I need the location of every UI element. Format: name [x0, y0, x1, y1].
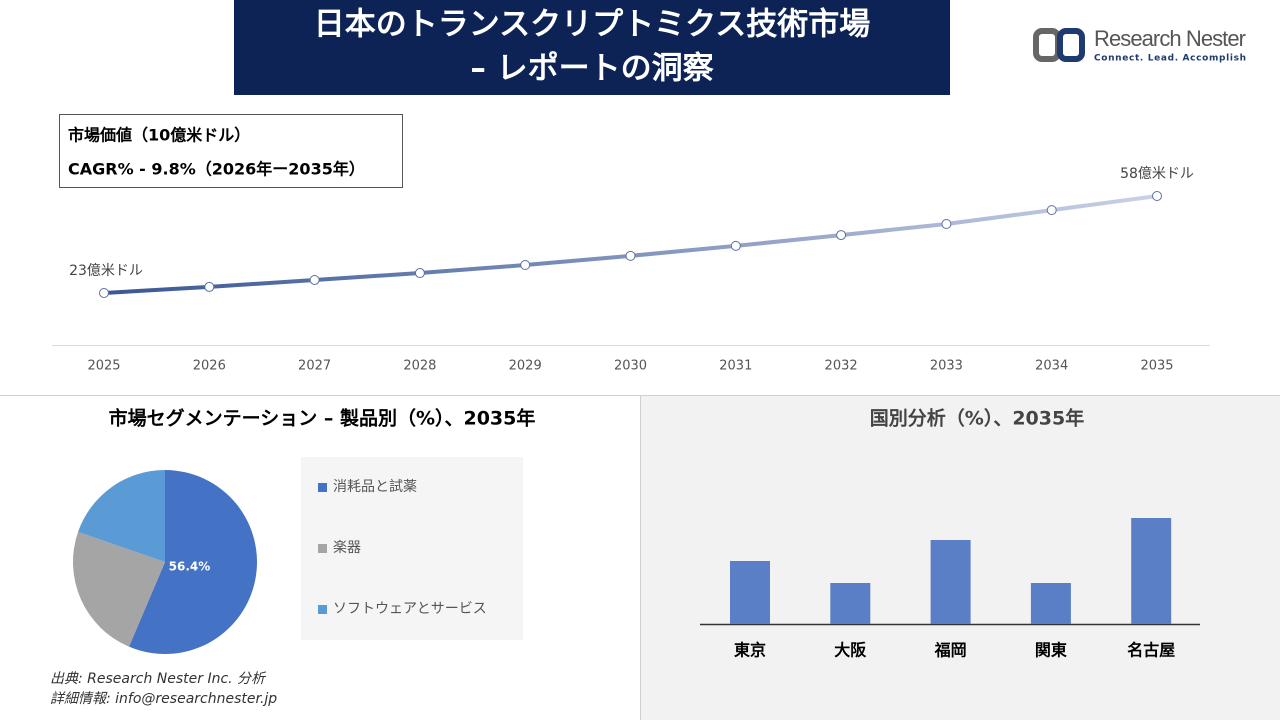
- x-tick-label: 2033: [930, 359, 963, 374]
- x-tick-label: 2034: [1035, 359, 1068, 374]
- x-tick-label: 福岡: [934, 641, 967, 660]
- logo-name: Research Nester: [1094, 26, 1246, 51]
- footer-text: 出典: Research Nester Inc. 分析: [50, 671, 267, 687]
- footer-text: 詳細情報: info@researchnester.jp: [50, 691, 277, 707]
- data-label: 58億米ドル: [1120, 166, 1194, 182]
- point: [1046, 205, 1057, 216]
- bar: [1131, 518, 1172, 624]
- bar: [730, 561, 770, 624]
- x-tick-label: 関東: [1035, 641, 1067, 660]
- info-text: CAGR% - 9.8%（2026年ー2035年）: [68, 160, 365, 179]
- data-label: 56.4%: [169, 559, 211, 573]
- legend-label: 楽器: [333, 540, 361, 556]
- x-tick-label: 2027: [298, 359, 331, 374]
- x-tick-label: 2031: [719, 359, 752, 374]
- x-tick-label: 2028: [403, 359, 436, 374]
- legend-label: ソフトウェアとサービス: [333, 601, 487, 617]
- point: [204, 281, 215, 292]
- x-tick-label: 2026: [193, 359, 226, 374]
- legend-label: 消耗品と試薬: [333, 479, 417, 495]
- point: [836, 230, 847, 241]
- title: – レポートの洞察: [470, 51, 714, 87]
- bar: [830, 583, 871, 624]
- point: [730, 240, 741, 251]
- x-tick-label: 2025: [87, 359, 120, 374]
- point: [625, 250, 636, 261]
- pie-slice: [128, 470, 258, 655]
- chart-title: 市場セグメンテーション – 製品別（%）、2035年: [109, 407, 536, 430]
- chart-title: 国別分析（%）、2035年: [870, 407, 1084, 430]
- x-tick-label: 2032: [825, 359, 858, 374]
- legend-box: [301, 457, 523, 640]
- point: [1152, 191, 1162, 201]
- x-tick-label: 2030: [614, 359, 647, 374]
- point: [941, 218, 952, 229]
- x-tick-label: 東京: [734, 641, 766, 660]
- x-tick-label: 2035: [1140, 359, 1173, 374]
- info-box: [59, 114, 403, 188]
- title: 日本のトランスクリプトミクス技術市場: [314, 7, 870, 43]
- bar: [1030, 583, 1071, 624]
- point: [309, 274, 320, 285]
- header-box: [234, 0, 950, 95]
- x-tick-label: 名古屋: [1127, 641, 1175, 660]
- pie-slice: [73, 531, 165, 647]
- data-label: 23億米ドル: [69, 263, 143, 279]
- point: [414, 268, 425, 279]
- info-text: 市場価値（10億米ドル）: [68, 126, 250, 145]
- legend-swatch: [318, 483, 327, 492]
- pie-slice: [78, 470, 165, 562]
- x-tick-label: 大阪: [834, 641, 867, 660]
- point: [99, 288, 109, 298]
- legend-swatch: [318, 544, 327, 553]
- legend-swatch: [318, 605, 327, 614]
- point: [520, 260, 531, 271]
- x-tick-label: 2029: [509, 359, 542, 374]
- logo-tagline: Connect. Lead. Accomplish: [1094, 54, 1246, 64]
- logo: [1033, 28, 1085, 62]
- bar: [930, 540, 971, 624]
